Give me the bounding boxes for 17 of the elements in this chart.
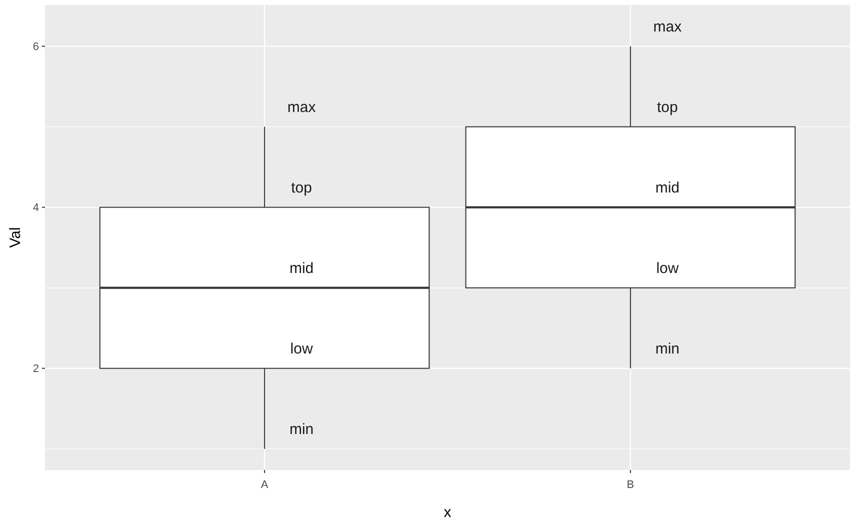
x-tick-label: A	[260, 479, 269, 491]
y-tick-label: 4	[32, 202, 39, 214]
annotation: mid	[655, 180, 680, 197]
annotation: min	[289, 421, 314, 438]
annotation: top	[291, 180, 312, 197]
x-tick-label: B	[626, 479, 634, 491]
annotation: max	[653, 18, 682, 36]
annotation: low	[656, 260, 679, 278]
annotation: max	[287, 99, 316, 116]
y-tick-label: 6	[32, 41, 39, 54]
annotation: low	[290, 340, 313, 358]
x-axis-title: x	[444, 504, 452, 521]
annotation: top	[657, 99, 678, 116]
annotation: min	[655, 340, 680, 358]
y-axis-title: Val	[7, 227, 24, 248]
y-tick-label: 2	[32, 363, 39, 376]
annotation: mid	[289, 260, 314, 278]
